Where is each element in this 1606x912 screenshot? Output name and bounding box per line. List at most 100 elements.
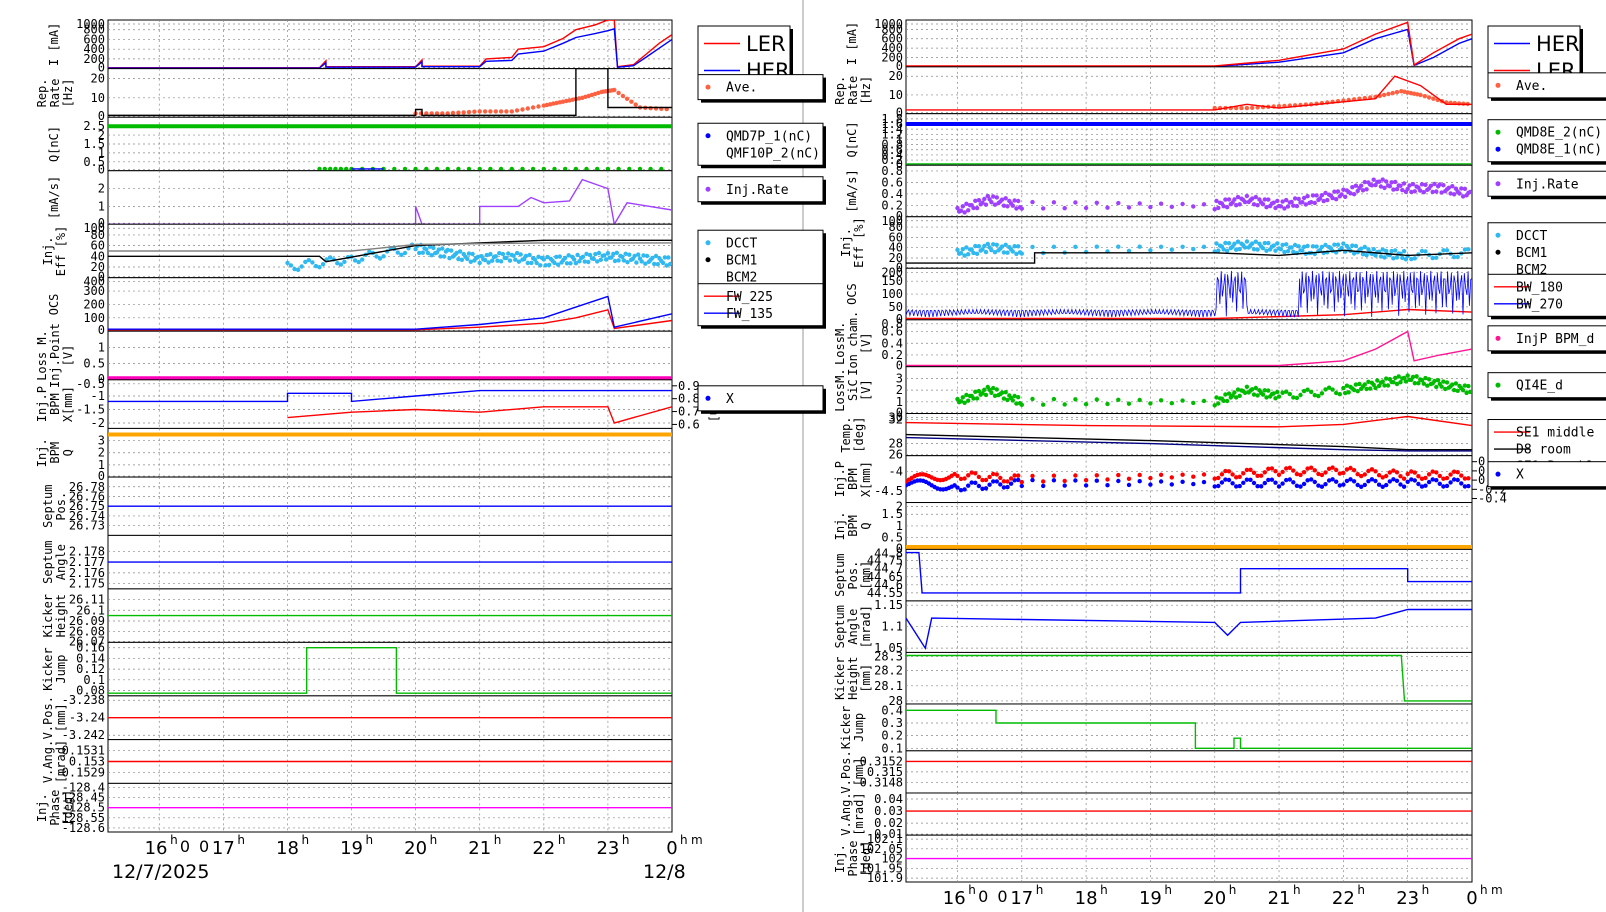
point-DCCT [1169,247,1175,252]
ytick-label: 2 [98,446,105,460]
point-Inj.Rate [1430,189,1435,195]
point-y [1409,469,1414,474]
point-QI4E_d [1005,397,1010,403]
point-DCCT [563,255,568,261]
point-Inj.Rate [1255,203,1260,208]
point-Inj.Rate [1169,204,1175,209]
legend-label-DCCT: DCCT [726,236,757,251]
point-y [1423,475,1428,481]
point-y [1384,473,1389,479]
point-DCCT [1216,248,1221,253]
ylabel-line: I [mA] [845,22,859,65]
point-DCCT [655,262,660,267]
point-DCCT [490,258,495,263]
point-Ave. [1422,94,1428,99]
point-DCCT [1016,244,1021,249]
point-Ave. [629,99,634,104]
legend-swatch-dot [1495,82,1501,88]
point-QI4E_d [1385,383,1391,388]
left-panel-phase: -128.4-128.45-128.5-128.55-128.6 Inj. Phas… [35,780,673,835]
point-QI4E_d [1158,398,1164,403]
left-xtick: 16 h [145,833,178,859]
ylabel-line: Angle [846,609,860,645]
point-DCCT [475,254,481,260]
ytick-label: 0.5 [83,357,105,371]
point-y [1280,469,1285,475]
point-y [1137,472,1142,478]
xtick-unit: h [1164,883,1172,897]
point-DCCT [529,260,534,266]
right-legend-injrate: Inj.Rate [1487,170,1606,200]
point-x [1259,484,1264,489]
point-y [1301,470,1307,475]
ytick-label: 800 [83,23,105,37]
point-y [1426,472,1432,477]
legend-label-X: X [1516,468,1524,483]
point-DCCT [554,254,559,260]
point-Inj.Rate [1405,186,1410,192]
point-QI4E_d [1460,388,1466,393]
ytick-label: 60 [889,230,903,244]
point-QI4E_d [1083,402,1089,407]
series-y [287,406,672,424]
point-DCCT [652,261,657,267]
point-y [1330,465,1335,470]
point-QI4E_d [1323,387,1328,392]
right-tick-label: 0 [1478,473,1485,487]
point-x [1244,477,1250,482]
right-panel-injq: 21.510.50 Inj. BPM Q [833,500,1473,555]
point-Ave. [456,110,461,115]
ylabel-line: [mm] [859,664,873,693]
ytick-label: 1000 [76,17,105,31]
series-layer [906,239,1472,264]
point-DCCT [653,253,659,259]
left-xtick: 22 h [532,833,565,859]
legend-label-QMD7P_1(nC): QMD7P_1(nC) [726,129,812,144]
legend-label-LER: LER [746,32,786,56]
xtick-label-minor: 0 [978,887,988,906]
ytick-label: -4.5 [874,484,903,498]
point-Inj.Rate [1223,197,1228,202]
ytick-label: 0.8 [881,317,903,331]
point-x [1251,480,1257,486]
point-y [1051,473,1057,478]
point-x [983,486,989,491]
point-DCCT [584,251,589,257]
ylabel-line: [Hz] [61,78,75,107]
point-Inj.Rate [1225,205,1230,210]
point-QI4E_d [964,392,969,398]
left-xtick: 20 h [404,833,437,859]
point-y [1323,470,1328,475]
point-x [969,480,974,485]
point-QI4E_d [1366,379,1371,384]
point-QI4E_d [1169,401,1175,406]
point-QI4E_d [1412,381,1418,386]
point-y [1434,470,1439,475]
point-Ave. [477,109,482,114]
point-QI4E_d [1298,392,1303,398]
point-QMF10P_2(nC) [338,166,344,171]
point-Inj.Rate [1294,203,1300,209]
ylabel-line: Inj. [833,844,847,873]
ylabel-line: [Hz] [859,76,873,105]
point-QI4E_d [1450,382,1455,387]
point-DCCT [543,263,548,268]
point-DCCT [1430,255,1435,261]
point-y [966,473,971,478]
ytick-label: 150 [881,274,903,288]
point-y [1083,478,1089,483]
point-DCCT [1137,244,1142,249]
ytick-label: 0 [896,59,903,73]
legend-label-InjP BPM_d: InjP BPM_d [1516,332,1594,347]
point-DCCT [620,254,625,259]
point-x [1334,479,1339,484]
point-QI4E_d [1291,395,1296,400]
ytick-label: 28.1 [874,679,903,693]
ytick-label: 10 [91,91,105,105]
ytick-label: 102.05 [860,842,903,856]
ytick-label: 0.3148 [860,775,903,789]
ylabel-line: Q [859,522,873,529]
point-x [1451,477,1457,482]
